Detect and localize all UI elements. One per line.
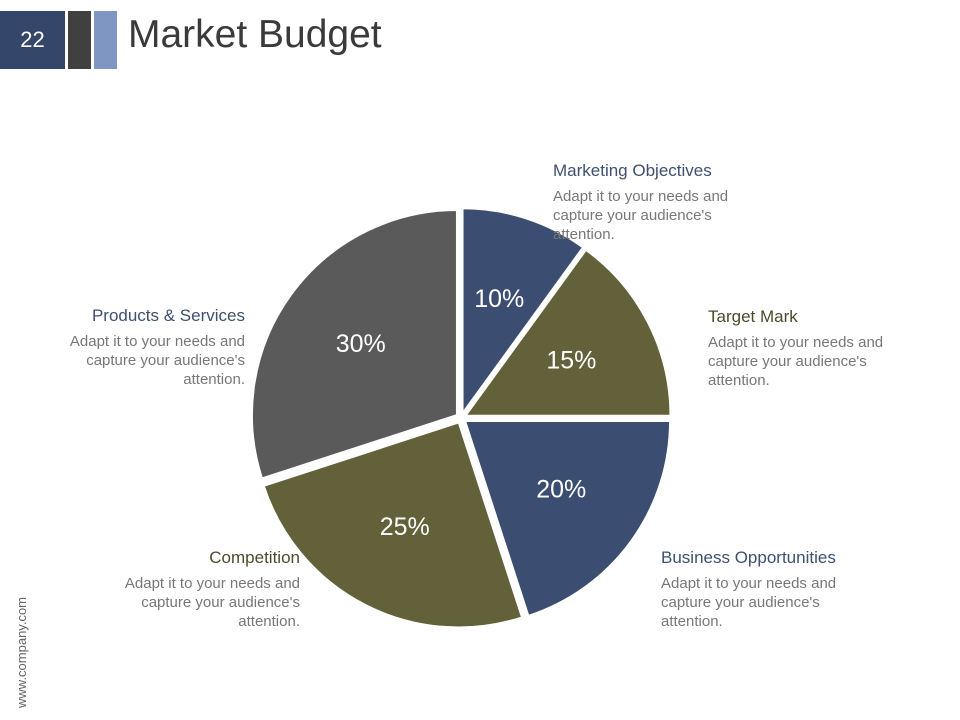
page-title: Market Budget bbox=[128, 13, 382, 56]
label-competition: Competition Adapt it to your needs and c… bbox=[90, 548, 300, 631]
label-title: Target Mark bbox=[708, 307, 798, 326]
label-title: Marketing Objectives bbox=[553, 161, 712, 180]
slide-number: 22 bbox=[0, 11, 65, 69]
label-target-mark: Target Mark Adapt it to your needs and c… bbox=[708, 307, 918, 390]
pie-slice-value-label: 20% bbox=[536, 475, 586, 503]
label-products-services: Products & Services Adapt it to your nee… bbox=[35, 306, 245, 389]
header-accent-dark bbox=[68, 11, 91, 69]
pie-slice-competition bbox=[262, 421, 524, 629]
pie-slice-target-mark bbox=[463, 248, 672, 417]
label-title: Business Opportunities bbox=[661, 548, 836, 567]
header-accent-light bbox=[94, 11, 117, 69]
label-description: Adapt it to your needs and capture your … bbox=[661, 575, 837, 630]
footer-url: www.company.com bbox=[14, 596, 29, 708]
label-title: Products & Services bbox=[91, 306, 245, 325]
label-business-opportunities: Business Opportunities Adapt it to your … bbox=[661, 548, 871, 631]
pie-slice-business-opportunities bbox=[463, 419, 672, 618]
label-description: Adapt it to your needs and capture your … bbox=[69, 333, 245, 388]
pie-slice-value-label: 30% bbox=[336, 330, 386, 358]
label-marketing-objectives: Marketing Objectives Adapt it to your ne… bbox=[553, 161, 763, 244]
pie-slice-value-label: 15% bbox=[546, 346, 596, 374]
label-description: Adapt it to your needs and capture your … bbox=[124, 575, 300, 630]
pie-slice-marketing-objectives bbox=[461, 207, 585, 417]
pie-slice-products-services bbox=[251, 209, 458, 480]
label-description: Adapt it to your needs and capture your … bbox=[553, 188, 729, 243]
label-description: Adapt it to your needs and capture your … bbox=[708, 334, 884, 389]
pie-slice-value-label: 25% bbox=[380, 513, 430, 541]
pie-slice-value-label: 10% bbox=[474, 285, 524, 313]
label-title: Competition bbox=[209, 548, 300, 567]
